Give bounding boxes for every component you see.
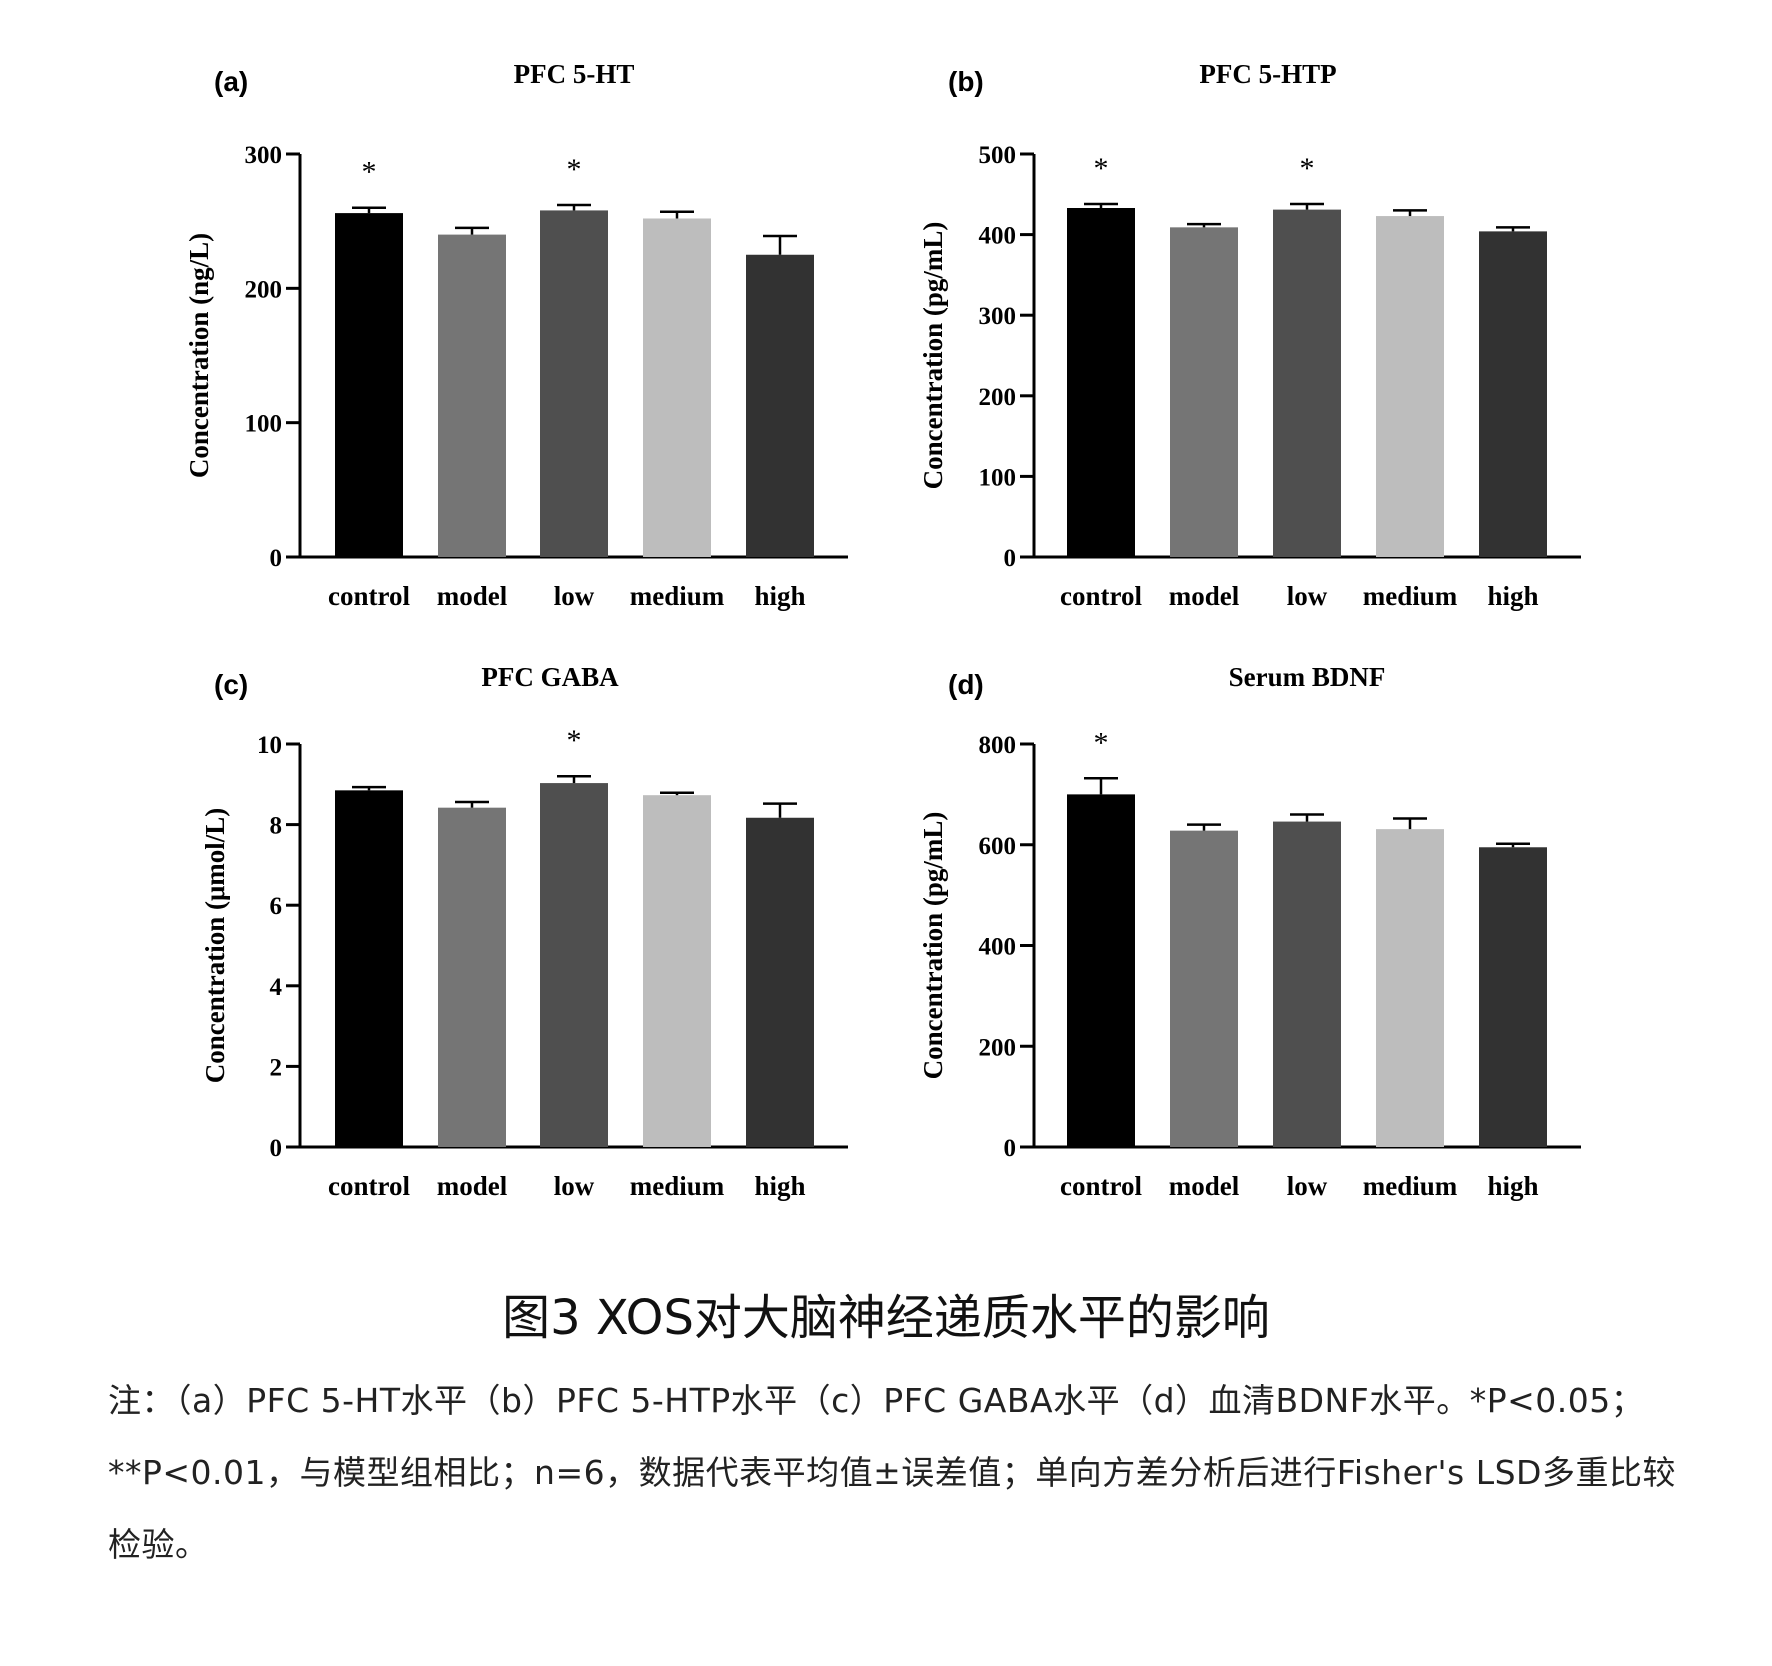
y-tick-label: 8 [270, 813, 283, 840]
chart-title: PFC GABA [481, 662, 619, 692]
bar-medium [643, 218, 711, 558]
bar-model [1170, 830, 1238, 1147]
y-tick-label: 300 [979, 303, 1017, 330]
chart-title: PFC 5-HT [514, 59, 635, 89]
x-tick-label: model [437, 581, 508, 611]
y-tick-label: 6 [270, 893, 283, 920]
bar-high [1479, 231, 1547, 557]
y-tick-label: 100 [245, 411, 283, 438]
y-tick-label: 400 [979, 934, 1017, 961]
y-tick-label: 800 [979, 732, 1017, 759]
y-tick-label: 10 [257, 732, 282, 759]
bar-model [438, 807, 506, 1147]
x-tick-label: low [1287, 1171, 1328, 1201]
x-tick-label: control [328, 1171, 410, 1201]
bar-low [1273, 209, 1341, 557]
x-tick-label: low [554, 581, 595, 611]
chart-title: PFC 5-HTP [1199, 59, 1336, 89]
y-tick-label: 500 [979, 142, 1017, 169]
x-tick-label: medium [630, 581, 725, 611]
figure-caption-title: 图3 XOS对大脑神经递质水平的影响 [502, 1290, 1270, 1346]
y-tick-label: 200 [979, 384, 1017, 411]
y-tick-label: 0 [1004, 545, 1017, 572]
x-tick-label: control [1060, 581, 1142, 611]
bar-high [1479, 847, 1547, 1147]
y-tick-label: 4 [270, 974, 283, 1001]
chart-panel-2: (b) PFC 5-HTP 0 100 200 300 400 500 Concentratio… [918, 59, 1581, 611]
bar-low [540, 783, 608, 1147]
y-tick-label: 200 [979, 1034, 1017, 1061]
x-tick-label: model [1169, 581, 1240, 611]
y-axis-label: Concentration (pg/mL) [918, 222, 948, 490]
bar-high [746, 254, 814, 557]
y-tick-label: 400 [979, 223, 1017, 250]
significance-marker: * [567, 153, 582, 186]
y-tick-label: 100 [979, 464, 1017, 491]
x-tick-label: medium [1363, 581, 1458, 611]
bar-medium [643, 795, 711, 1147]
bar-control [1067, 794, 1135, 1147]
bar-control [1067, 208, 1135, 557]
bar-control [335, 213, 403, 557]
x-tick-label: high [1487, 1171, 1538, 1201]
bar-medium [1376, 216, 1444, 557]
x-tick-label: high [754, 581, 805, 611]
panel-label: (c) [214, 669, 248, 700]
chart-title: Serum BDNF [1229, 662, 1386, 692]
y-axis-label: Concentration (ng/L) [184, 233, 214, 478]
y-axis-label: Concentration (μmol/L) [200, 808, 230, 1084]
x-tick-label: model [1169, 1171, 1240, 1201]
y-tick-label: 300 [245, 142, 283, 169]
chart-panel-3: (c) PFC GABA 0 2 4 6 8 10 Concentration (μmol/L)… [200, 662, 848, 1201]
significance-marker: * [567, 724, 582, 757]
x-tick-label: medium [630, 1171, 725, 1201]
y-tick-label: 0 [270, 1135, 283, 1162]
x-tick-label: model [437, 1171, 508, 1201]
bar-control [335, 790, 403, 1147]
panel-label: (d) [948, 669, 984, 700]
y-tick-label: 0 [270, 545, 283, 572]
significance-marker: * [362, 156, 377, 189]
x-tick-label: high [1487, 581, 1538, 611]
x-tick-label: control [328, 581, 410, 611]
bar-low [1273, 821, 1341, 1147]
y-tick-label: 0 [1004, 1135, 1017, 1162]
bar-low [540, 210, 608, 558]
significance-marker: * [1094, 152, 1109, 185]
x-tick-label: low [554, 1171, 595, 1201]
y-tick-label: 600 [979, 833, 1017, 860]
bar-model [1170, 227, 1238, 557]
bar-medium [1376, 829, 1444, 1147]
panel-label: (b) [948, 66, 984, 97]
chart-panel-4: (d) Serum BDNF 0 200 400 600 800 Concentration … [918, 662, 1581, 1201]
x-tick-label: control [1060, 1171, 1142, 1201]
x-tick-label: low [1287, 581, 1328, 611]
significance-marker: * [1300, 152, 1315, 185]
panel-label: (a) [214, 66, 248, 97]
y-tick-label: 200 [245, 276, 283, 303]
bar-high [746, 817, 814, 1147]
bar-model [438, 234, 506, 557]
x-tick-label: medium [1363, 1171, 1458, 1201]
significance-marker: * [1094, 726, 1109, 759]
figure-caption-note: 注：（a）PFC 5-HT水平（b）PFC 5-HTP水平（c）PFC GABA… [108, 1381, 1676, 1564]
y-tick-label: 2 [270, 1054, 283, 1081]
y-axis-label: Concentration (pg/mL) [918, 812, 948, 1080]
chart-panel-1: (a) PFC 5-HT 0 100 200 300 Concentration (ng/L… [184, 59, 848, 611]
x-tick-label: high [754, 1171, 805, 1201]
